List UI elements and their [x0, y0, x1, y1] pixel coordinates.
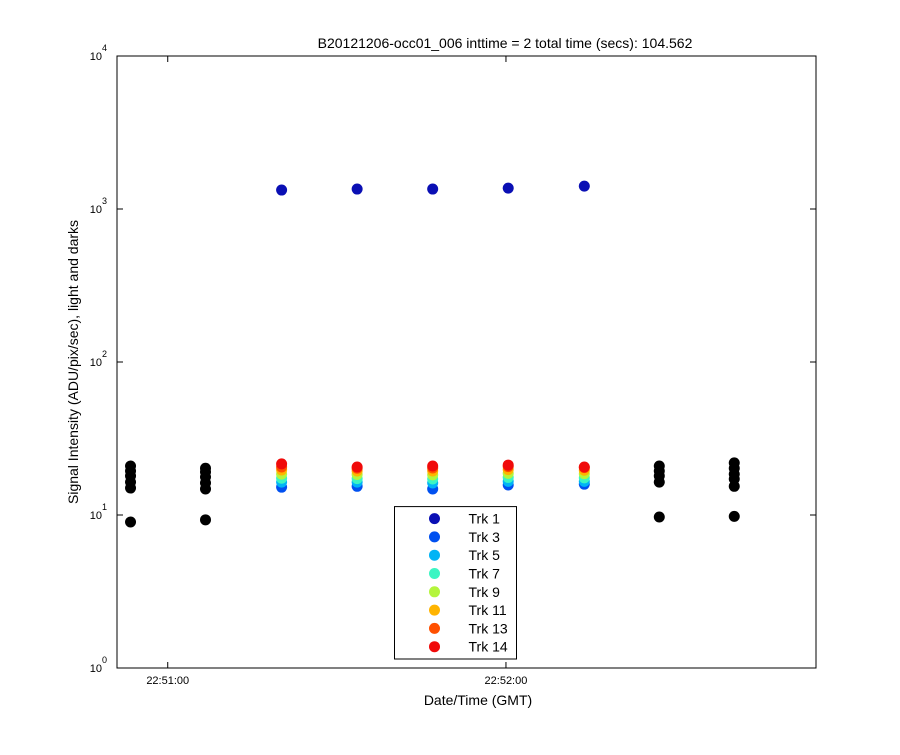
data-point	[125, 516, 137, 528]
data-point	[427, 183, 439, 195]
y-tick-base: 10	[90, 204, 102, 216]
y-tick-exponent: 2	[102, 349, 107, 359]
legend-label: Trk 9	[469, 584, 501, 600]
legend-label: Trk 1	[469, 511, 501, 527]
legend-marker	[429, 586, 440, 598]
data-point	[578, 180, 590, 192]
legend-box	[394, 506, 517, 660]
data-point	[578, 461, 590, 473]
y-tick-base: 10	[90, 663, 102, 675]
y-tick-exponent: 0	[102, 655, 107, 665]
data-point	[200, 514, 212, 526]
legend: Trk 1 Trk 3 Trk 5 Trk 7 Trk 9 Trk 11 Trk 13 Trk…	[394, 506, 517, 660]
y-axis-label: Signal Intensity (ADU/pix/sec), light an…	[65, 220, 81, 504]
y-tick-base: 10	[90, 357, 102, 369]
y-tick-label: 104	[90, 43, 107, 63]
data-point	[276, 184, 288, 196]
legend-marker	[429, 531, 440, 543]
data-point	[728, 480, 740, 492]
data-point	[502, 182, 514, 194]
data-point	[125, 482, 137, 494]
legend-marker	[429, 549, 440, 561]
legend-label: Trk 14	[469, 639, 508, 655]
legend-label: Trk 13	[469, 620, 508, 636]
data-point	[728, 510, 740, 522]
data-point	[502, 459, 514, 471]
x-tick-label: 22:52:00	[485, 675, 528, 687]
legend-label: Trk 7	[469, 566, 501, 582]
legend-marker	[429, 622, 440, 634]
data-point	[351, 183, 363, 195]
y-tick-base: 10	[90, 510, 102, 522]
data-point	[653, 511, 665, 523]
y-tick-base: 10	[90, 51, 102, 63]
legend-label: Trk 3	[469, 529, 501, 545]
y-tick-exponent: 3	[102, 196, 107, 206]
data-point	[653, 476, 665, 488]
y-tick-exponent: 4	[102, 43, 107, 53]
legend-marker	[429, 568, 440, 579]
y-tick-label: 101	[90, 502, 107, 522]
y-tick-label: 102	[90, 349, 107, 369]
data-point	[200, 483, 212, 495]
legend-marker	[429, 604, 440, 616]
y-tick-label: 103	[90, 196, 107, 216]
legend-marker	[429, 513, 440, 525]
chart-title: B20121206-occ01_006 inttime = 2 total ti…	[318, 35, 693, 51]
x-tick-label: 22:51:00	[146, 675, 189, 687]
legend-label: Trk 5	[469, 547, 501, 563]
x-axis-label: Date/Time (GMT)	[424, 692, 532, 708]
data-point	[427, 460, 439, 472]
data-point	[276, 458, 288, 470]
legend-marker	[429, 641, 440, 653]
y-tick-exponent: 1	[102, 502, 107, 512]
data-point	[351, 461, 363, 473]
y-tick-label: 100	[90, 655, 107, 675]
legend-label: Trk 11	[469, 602, 507, 618]
